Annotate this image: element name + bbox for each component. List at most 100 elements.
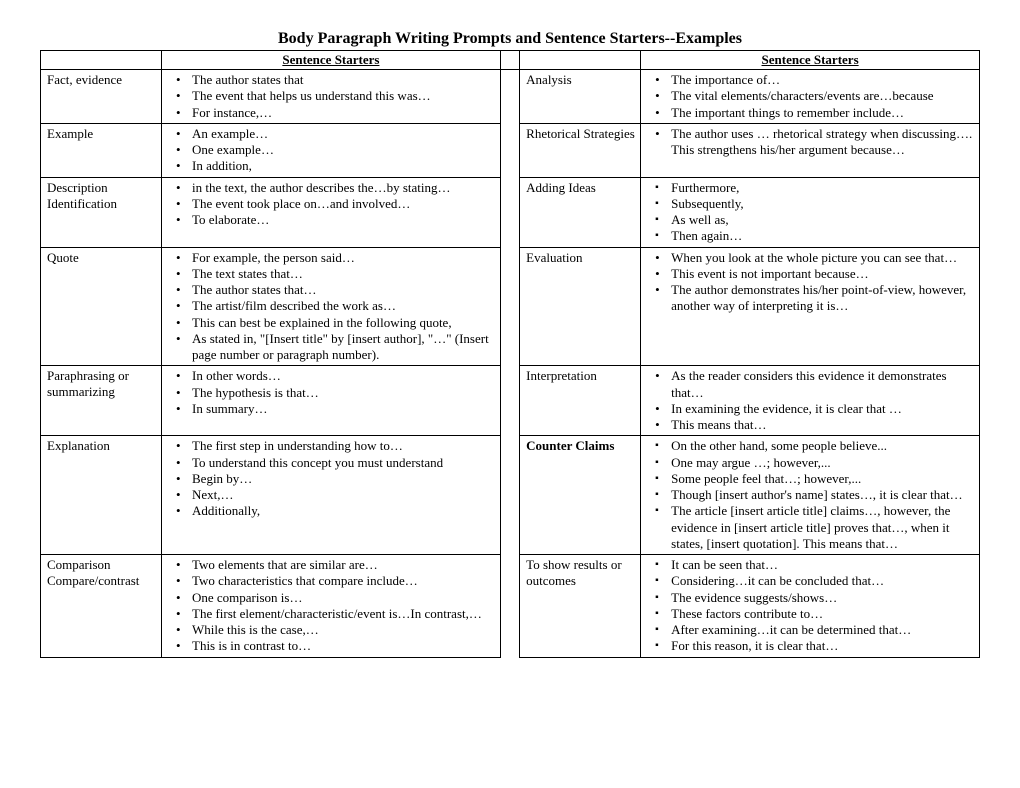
list-item: To elaborate… <box>192 212 496 228</box>
list-item: This means that… <box>671 417 975 433</box>
row-gap <box>500 555 519 658</box>
list-item: These factors contribute to… <box>671 606 975 622</box>
row-items-left: The first step in understanding how to…T… <box>162 436 501 555</box>
header-blank-right <box>520 51 641 70</box>
list-item: One may argue …; however,... <box>671 455 975 471</box>
table-row: QuoteFor example, the person said…The te… <box>41 247 980 366</box>
row-items-right: It can be seen that…Considering…it can b… <box>641 555 980 658</box>
list-item: When you look at the whole picture you c… <box>671 250 975 266</box>
header-gap <box>500 51 519 70</box>
list-item: The author states that <box>192 72 496 88</box>
header-left: Sentence Starters <box>162 51 501 70</box>
list-item: In addition, <box>192 158 496 174</box>
list-item: As stated in, "[Insert title" by [insert… <box>192 331 496 364</box>
table-row: ExampleAn example…One example…In additio… <box>41 123 980 177</box>
row-items-left: Two elements that are similar are…Two ch… <box>162 555 501 658</box>
row-items-left: An example…One example…In addition, <box>162 123 501 177</box>
list-item: The text states that… <box>192 266 496 282</box>
table-row: ExplanationThe first step in understandi… <box>41 436 980 555</box>
row-gap <box>500 247 519 366</box>
header-blank-left <box>41 51 162 70</box>
list-item: Additionally, <box>192 503 496 519</box>
row-items-right: The importance of…The vital elements/cha… <box>641 70 980 124</box>
row-gap <box>500 436 519 555</box>
starters-table: Sentence Starters Sentence Starters Fact… <box>40 50 980 658</box>
header-right: Sentence Starters <box>641 51 980 70</box>
row-label-left: Comparison Compare/contrast <box>41 555 162 658</box>
list-item: The importance of… <box>671 72 975 88</box>
list-item: This is in contrast to… <box>192 638 496 654</box>
list-item: Subsequently, <box>671 196 975 212</box>
list-item: Next,… <box>192 487 496 503</box>
header-row: Sentence Starters Sentence Starters <box>41 51 980 70</box>
row-label-right: Adding Ideas <box>520 177 641 247</box>
row-items-left: For example, the person said…The text st… <box>162 247 501 366</box>
list-item: The artist/film described the work as… <box>192 298 496 314</box>
list-item: After examining…it can be determined tha… <box>671 622 975 638</box>
row-gap <box>500 177 519 247</box>
list-item: Two elements that are similar are… <box>192 557 496 573</box>
row-label-right: Rhetorical Strategies <box>520 123 641 177</box>
row-label-right: To show results or outcomes <box>520 555 641 658</box>
list-item: Though [insert author's name] states…, i… <box>671 487 975 503</box>
row-items-left: in the text, the author describes the…by… <box>162 177 501 247</box>
list-item: One comparison is… <box>192 590 496 606</box>
table-row: Paraphrasing or summarizingIn other word… <box>41 366 980 436</box>
table-row: Fact, evidenceThe author states thatThe … <box>41 70 980 124</box>
list-item: In examining the evidence, it is clear t… <box>671 401 975 417</box>
list-item: As well as, <box>671 212 975 228</box>
list-item: Two characteristics that compare include… <box>192 573 496 589</box>
row-label-right: Interpretation <box>520 366 641 436</box>
list-item: The article [insert article title] claim… <box>671 503 975 552</box>
list-item: The author demonstrates his/her point-of… <box>671 282 975 315</box>
list-item: The vital elements/characters/events are… <box>671 88 975 104</box>
list-item: An example… <box>192 126 496 142</box>
list-item: To understand this concept you must unde… <box>192 455 496 471</box>
list-item: The important things to remember include… <box>671 105 975 121</box>
row-items-right: When you look at the whole picture you c… <box>641 247 980 366</box>
list-item: Considering…it can be concluded that… <box>671 573 975 589</box>
list-item: The event that helps us understand this … <box>192 88 496 104</box>
row-items-left: The author states thatThe event that hel… <box>162 70 501 124</box>
row-gap <box>500 70 519 124</box>
row-label-left: Quote <box>41 247 162 366</box>
row-gap <box>500 366 519 436</box>
list-item: This event is not important because… <box>671 266 975 282</box>
row-label-left: Example <box>41 123 162 177</box>
list-item: in the text, the author describes the…by… <box>192 180 496 196</box>
list-item: The hypothesis is that… <box>192 385 496 401</box>
list-item: On the other hand, some people believe..… <box>671 438 975 454</box>
list-item: Some people feel that…; however,... <box>671 471 975 487</box>
table-row: Comparison Compare/contrastTwo elements … <box>41 555 980 658</box>
list-item: The evidence suggests/shows… <box>671 590 975 606</box>
row-label-left: Fact, evidence <box>41 70 162 124</box>
row-gap <box>500 123 519 177</box>
row-label-right: Counter Claims <box>520 436 641 555</box>
list-item: The author states that… <box>192 282 496 298</box>
row-items-right: As the reader considers this evidence it… <box>641 366 980 436</box>
list-item: As the reader considers this evidence it… <box>671 368 975 401</box>
row-label-left: Paraphrasing or summarizing <box>41 366 162 436</box>
page-title: Body Paragraph Writing Prompts and Sente… <box>40 30 980 48</box>
list-item: For example, the person said… <box>192 250 496 266</box>
list-item: The event took place on…and involved… <box>192 196 496 212</box>
list-item: Begin by… <box>192 471 496 487</box>
list-item: The first element/characteristic/event i… <box>192 606 496 622</box>
list-item: Furthermore, <box>671 180 975 196</box>
list-item: It can be seen that… <box>671 557 975 573</box>
list-item: This can best be explained in the follow… <box>192 315 496 331</box>
row-label-right: Evaluation <box>520 247 641 366</box>
row-label-left: Description Identification <box>41 177 162 247</box>
list-item: For instance,… <box>192 105 496 121</box>
list-item: In summary… <box>192 401 496 417</box>
list-item: The author uses … rhetorical strategy wh… <box>671 126 975 159</box>
list-item: Then again… <box>671 228 975 244</box>
row-label-left: Explanation <box>41 436 162 555</box>
row-items-right: Furthermore,Subsequently,As well as,Then… <box>641 177 980 247</box>
row-items-right: The author uses … rhetorical strategy wh… <box>641 123 980 177</box>
list-item: One example… <box>192 142 496 158</box>
list-item: In other words… <box>192 368 496 384</box>
list-item: While this is the case,… <box>192 622 496 638</box>
row-items-left: In other words…The hypothesis is that…In… <box>162 366 501 436</box>
table-row: Description Identification in the text, t… <box>41 177 980 247</box>
